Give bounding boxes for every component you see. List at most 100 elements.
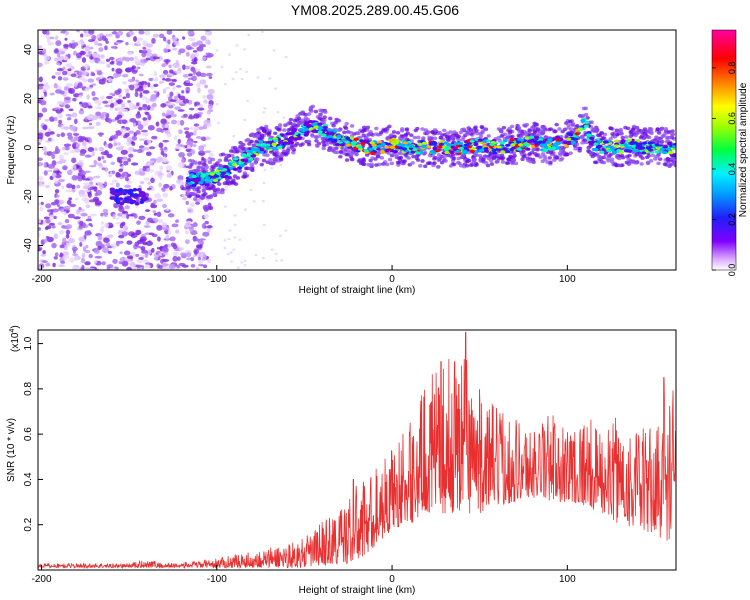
- noise-point: [103, 237, 110, 243]
- ridge-point: [427, 161, 432, 165]
- noise-point: [54, 48, 59, 53]
- noise-point: [158, 252, 162, 257]
- noise-point: [49, 131, 55, 135]
- noise-point: [138, 106, 143, 111]
- ridge-point: [655, 127, 660, 132]
- noise-point: [38, 112, 44, 118]
- noise-point: [144, 264, 151, 269]
- noise-point: [152, 56, 160, 60]
- ridge-point: [385, 136, 390, 140]
- ridge-point: [285, 148, 291, 153]
- noise-point: [193, 130, 197, 136]
- noise-point: [78, 189, 86, 196]
- noise-point: [56, 52, 61, 58]
- ridge-point: [423, 164, 428, 169]
- noise-point: [96, 175, 101, 179]
- noise-point: [38, 246, 41, 252]
- noise-point: [133, 213, 138, 219]
- noise-point: [198, 145, 205, 151]
- noise-point: [129, 84, 135, 91]
- noise-point: [187, 46, 194, 50]
- noise-point: [136, 148, 143, 154]
- ridge-point: [344, 140, 350, 144]
- ridge-point: [456, 134, 462, 139]
- ridge-point: [483, 147, 489, 151]
- noise-point: [193, 57, 198, 62]
- noise-point: [139, 92, 143, 98]
- noise-point: [113, 142, 118, 146]
- noise-point: [51, 172, 57, 178]
- noise-point: [82, 185, 90, 190]
- noise-point: [44, 218, 51, 224]
- ridge-point: [660, 134, 666, 139]
- ridge-point: [456, 156, 461, 161]
- ridge-point: [667, 163, 672, 168]
- ridge-point: [293, 137, 299, 141]
- noise-point: [238, 238, 242, 241]
- noise-point: [53, 215, 57, 220]
- ridge-point: [656, 131, 662, 135]
- ridge-point: [144, 196, 149, 201]
- noise-point: [43, 91, 47, 97]
- ridge-point: [422, 150, 428, 155]
- ridge-point: [566, 123, 571, 127]
- colorbar-gradient: [711, 29, 737, 271]
- noise-point: [56, 100, 64, 105]
- ridge-point: [613, 139, 619, 143]
- ridge-point: [259, 148, 265, 152]
- noise-point: [156, 156, 164, 163]
- ridge-point: [196, 186, 201, 190]
- ridge-point: [185, 179, 191, 183]
- ridge-point: [547, 156, 552, 160]
- noise-point: [38, 232, 41, 238]
- noise-point: [192, 69, 197, 75]
- noise-point: [119, 128, 127, 133]
- noise-point: [145, 111, 150, 116]
- noise-point: [178, 246, 185, 251]
- ridge-point: [333, 120, 338, 125]
- ridge-point: [491, 156, 496, 160]
- noise-point: [40, 201, 44, 205]
- ridge-point: [444, 147, 450, 151]
- noise-point: [200, 136, 207, 142]
- ridge-point: [491, 148, 497, 153]
- ridge-point: [342, 130, 347, 135]
- ridge-point: [401, 147, 407, 151]
- noise-point: [94, 40, 99, 46]
- noise-point: [171, 36, 178, 41]
- ridge-point: [349, 152, 354, 156]
- noise-point: [112, 139, 118, 143]
- snr-scale-exponent: 4: [9, 329, 16, 333]
- ridge-point: [410, 161, 415, 165]
- ridge-point: [380, 142, 386, 146]
- ridge-point: [198, 181, 204, 185]
- noise-point: [94, 255, 103, 259]
- ridge-point: [289, 135, 295, 140]
- ridge-point: [389, 161, 395, 166]
- noise-point: [193, 140, 198, 144]
- noise-point: [60, 124, 64, 130]
- ridge-point: [477, 138, 483, 142]
- ridge-point: [223, 158, 229, 162]
- noise-point: [199, 72, 207, 78]
- noise-point: [228, 229, 232, 232]
- noise-point: [58, 179, 65, 183]
- ridge-point: [468, 163, 474, 168]
- noise-point: [106, 63, 111, 68]
- noise-point: [142, 146, 150, 151]
- ridge-point: [520, 157, 525, 162]
- ridge-point: [225, 179, 231, 184]
- ridge-point: [261, 158, 267, 163]
- noise-point: [121, 80, 128, 85]
- noise-point: [55, 109, 63, 114]
- noise-point: [176, 256, 181, 261]
- ridge-point: [557, 127, 562, 131]
- noise-point: [97, 103, 101, 107]
- ridge-point: [322, 128, 328, 132]
- noise-point: [98, 47, 104, 52]
- noise-point: [62, 166, 67, 170]
- ridge-point: [217, 167, 223, 171]
- noise-point: [270, 248, 274, 251]
- ridge-point: [269, 150, 274, 154]
- ridge-point: [353, 137, 360, 141]
